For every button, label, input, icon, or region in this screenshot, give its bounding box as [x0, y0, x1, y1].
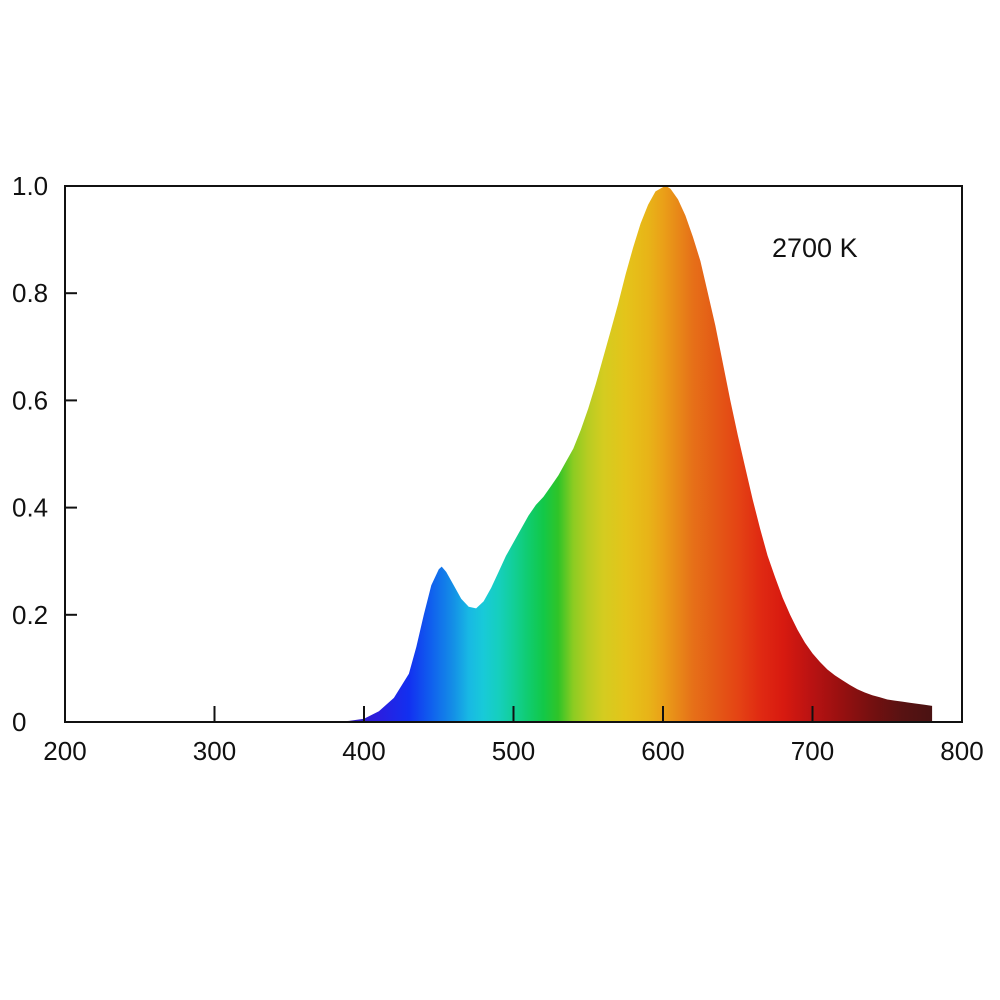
x-tick-label: 800	[940, 736, 983, 766]
y-tick-label: 0.6	[12, 385, 48, 415]
x-tick-label: 400	[342, 736, 385, 766]
y-tick-label: 0.8	[12, 278, 48, 308]
x-tick-label: 700	[791, 736, 834, 766]
y-tick-label: 0.2	[12, 600, 48, 630]
y-tick-label: 0.4	[12, 493, 48, 523]
x-tick-label: 600	[641, 736, 684, 766]
x-tick-label: 200	[43, 736, 86, 766]
spectrum-area	[334, 186, 933, 722]
x-tick-label: 300	[193, 736, 236, 766]
y-tick-label: 1.0	[12, 171, 48, 201]
x-tick-label: 500	[492, 736, 535, 766]
cct-annotation: 2700 K	[772, 233, 858, 263]
y-tick-label: 0	[12, 707, 26, 737]
